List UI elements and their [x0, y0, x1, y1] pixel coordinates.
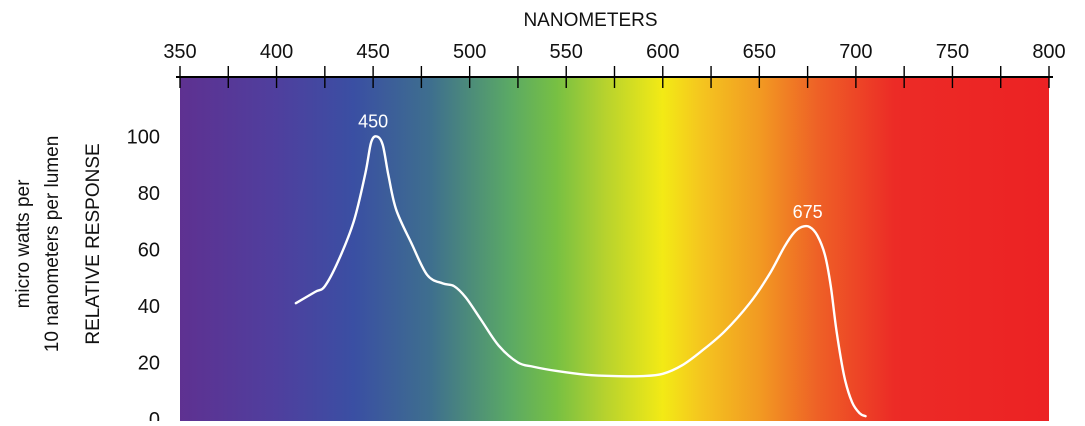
- series-line-0: [294, 135, 867, 418]
- peak-label-1: 675: [793, 202, 823, 222]
- series-group: [294, 135, 867, 418]
- x-tick-labels: 350 400 450 500 550 600 650 700 750 800: [163, 41, 1065, 63]
- x-tick-label-450: 450: [356, 41, 389, 63]
- y-axis-label: RELATIVE RESPONSE: [83, 143, 104, 344]
- x-tick-label-550: 550: [550, 41, 583, 63]
- peak-label-0: 450: [358, 112, 388, 132]
- x-tick-label-350: 350: [163, 41, 196, 63]
- x-tick-label-750: 750: [936, 41, 969, 63]
- x-axis-label: NANOMETERS: [523, 10, 657, 31]
- x-tick-label-500: 500: [453, 41, 486, 63]
- y-tick-label-20: 20: [138, 353, 160, 375]
- x-tick-label-600: 600: [646, 41, 679, 63]
- x-tick-label-800: 800: [1032, 41, 1065, 63]
- x-tick-label-700: 700: [839, 41, 872, 63]
- y-tick-label-0: 0: [149, 409, 160, 421]
- x-tick-label-400: 400: [260, 41, 293, 63]
- y-axis-secondary-label-line-1: micro watts per: [13, 179, 34, 308]
- y-axis-secondary-label-line-2: 10 nanometers per lumen: [42, 136, 63, 353]
- y-tick-label-80: 80: [138, 183, 160, 205]
- y-tick-label-60: 60: [138, 240, 160, 262]
- spectrum-background: [180, 77, 1049, 421]
- y-tick-labels: 0 20 40 60 80 100: [127, 127, 160, 426]
- x-tick-label-650: 650: [743, 41, 776, 63]
- y-tick-label-40: 40: [138, 296, 160, 318]
- y-tick-label-100: 100: [127, 127, 160, 149]
- annotations: 450 675: [358, 112, 823, 222]
